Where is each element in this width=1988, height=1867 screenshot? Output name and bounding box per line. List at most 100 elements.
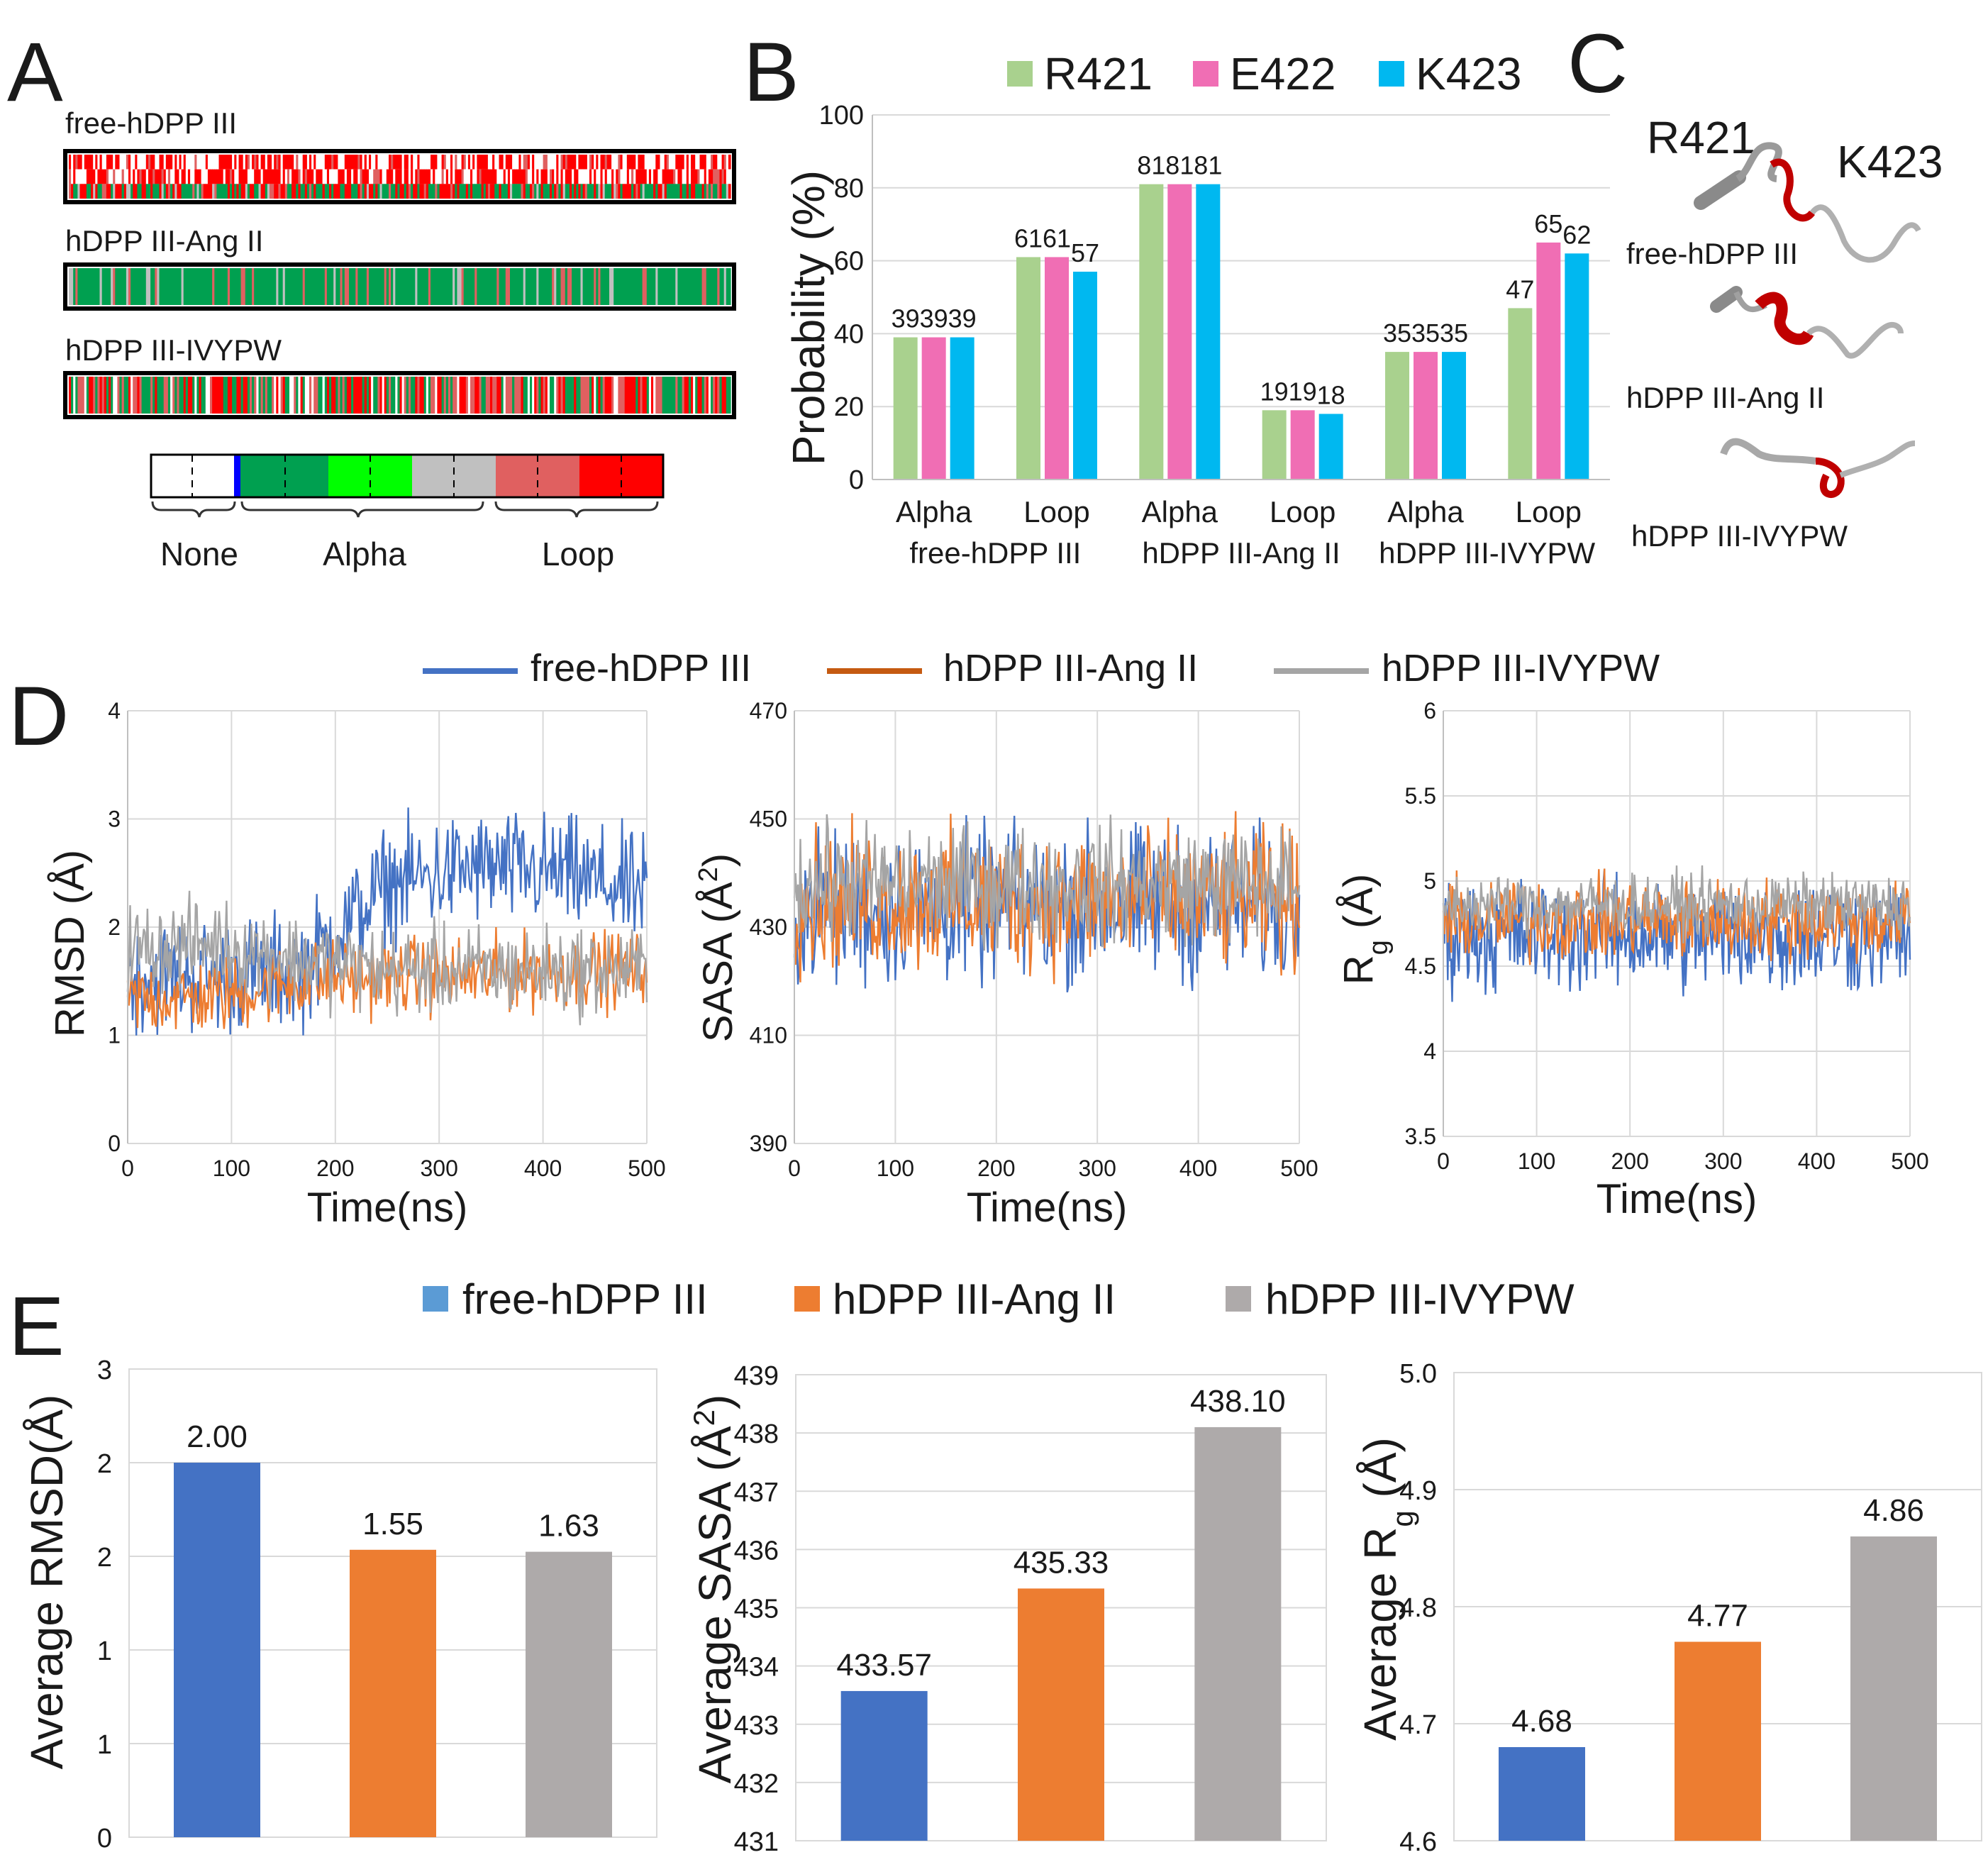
dssp-cell bbox=[157, 169, 160, 184]
dssp-cell bbox=[77, 155, 81, 170]
dssp-cell bbox=[421, 184, 425, 199]
bar-value-label: 57 bbox=[1071, 238, 1099, 267]
dssp-cell bbox=[439, 377, 443, 414]
dssp-cell bbox=[201, 268, 204, 305]
dssp-cell bbox=[170, 184, 173, 199]
dssp-cell bbox=[472, 268, 475, 305]
dssp-cell bbox=[618, 184, 621, 199]
dssp-cell bbox=[333, 184, 336, 199]
dssp-cell bbox=[631, 169, 634, 184]
dssp-cell bbox=[660, 169, 663, 184]
dssp-cell bbox=[205, 184, 209, 199]
dssp-cell bbox=[349, 155, 352, 170]
dssp-cell bbox=[379, 155, 383, 170]
dssp-cell bbox=[115, 377, 118, 414]
dssp-cell bbox=[170, 169, 173, 184]
dssp-cell bbox=[426, 169, 429, 184]
dssp-cell bbox=[657, 169, 661, 184]
dssp-cell bbox=[306, 169, 310, 184]
dssp-cell bbox=[362, 184, 365, 199]
y-tick-label: 100 bbox=[819, 101, 864, 131]
dssp-cell bbox=[671, 184, 674, 199]
panel-letter-a: A bbox=[7, 26, 63, 119]
dssp-cell bbox=[445, 184, 449, 199]
structure-label-ang: hDPP III-Ang II bbox=[1626, 381, 1824, 414]
dssp-cell bbox=[459, 169, 462, 184]
dssp-cell bbox=[578, 268, 582, 305]
dssp-cell bbox=[395, 377, 399, 414]
dssp-cell bbox=[121, 169, 125, 184]
dssp-cell bbox=[205, 377, 209, 414]
dssp-cell bbox=[668, 184, 672, 199]
dssp-cell bbox=[318, 169, 321, 184]
dssp-cell bbox=[487, 169, 491, 184]
d2-ylabel: SASA (Å2) bbox=[694, 853, 741, 1042]
dssp-cell bbox=[433, 155, 435, 170]
dssp-cell bbox=[598, 268, 601, 305]
dssp-cell bbox=[150, 169, 153, 184]
dssp-cell bbox=[556, 155, 560, 170]
dssp-cell bbox=[355, 268, 359, 305]
dssp-cell bbox=[671, 169, 674, 184]
dssp-cell bbox=[141, 377, 145, 414]
bar bbox=[1194, 1426, 1282, 1841]
dssp-cell bbox=[521, 155, 524, 170]
dssp-cell bbox=[530, 377, 533, 414]
dssp-cell bbox=[562, 268, 566, 305]
dssp-cell bbox=[631, 268, 634, 305]
dssp-cell bbox=[254, 268, 257, 305]
dssp-cell bbox=[304, 377, 308, 414]
x-tick-label: 300 bbox=[1704, 1148, 1742, 1174]
dssp-cell bbox=[340, 268, 343, 305]
y-tick-label: 3 bbox=[97, 1356, 112, 1385]
dssp-cell bbox=[282, 155, 286, 170]
dssp-cell bbox=[145, 184, 149, 199]
dssp-cell bbox=[642, 155, 645, 170]
dssp-cell bbox=[340, 184, 343, 199]
y-tick-label: 432 bbox=[734, 1769, 779, 1799]
dssp-cell bbox=[302, 169, 306, 184]
dssp-cell bbox=[342, 184, 345, 199]
dssp-cell bbox=[139, 155, 143, 170]
dssp-cell bbox=[267, 377, 270, 414]
dssp-cell bbox=[443, 184, 447, 199]
dssp-cell bbox=[459, 268, 462, 305]
dssp-cell bbox=[289, 268, 292, 305]
dssp-cell bbox=[576, 268, 579, 305]
dssp-cell bbox=[406, 184, 409, 199]
dssp-cell bbox=[686, 377, 689, 414]
dssp-cell bbox=[121, 155, 125, 170]
dssp-cell bbox=[485, 377, 489, 414]
dssp-cell bbox=[538, 184, 542, 199]
dssp-cell bbox=[174, 184, 178, 199]
dssp-cell bbox=[366, 377, 370, 414]
legend-b-k423: K423 bbox=[1416, 48, 1521, 99]
dssp-cell bbox=[109, 169, 111, 184]
legend-b: R421 E422 K423 bbox=[1007, 48, 1521, 99]
dssp-cell bbox=[457, 268, 460, 305]
dssp-cell bbox=[179, 155, 182, 170]
dssp-cell bbox=[254, 377, 257, 414]
dssp-cell bbox=[384, 377, 387, 414]
dssp-cell bbox=[496, 268, 500, 305]
dssp-cell bbox=[304, 184, 308, 199]
dssp-cell bbox=[194, 155, 198, 170]
bar-value-label: 19 bbox=[1289, 377, 1317, 406]
dssp-cell bbox=[311, 377, 314, 414]
bar-value-label: 433.57 bbox=[836, 1648, 932, 1683]
dssp-cell bbox=[234, 169, 238, 184]
dssp-cell bbox=[95, 169, 99, 184]
dssp-cell bbox=[688, 155, 692, 170]
dssp-cell bbox=[651, 184, 654, 199]
panel-letter-e: E bbox=[9, 1280, 65, 1373]
dssp-cell bbox=[260, 169, 264, 184]
dssp-cell bbox=[216, 377, 220, 414]
dssp-cell bbox=[369, 377, 372, 414]
dssp-cell bbox=[423, 155, 427, 170]
dssp-cell bbox=[238, 169, 242, 184]
dssp-cell bbox=[620, 377, 623, 414]
dssp-cell bbox=[642, 169, 645, 184]
dssp-cell bbox=[106, 184, 109, 199]
dssp-cell bbox=[382, 184, 385, 199]
x-tick-label: 100 bbox=[213, 1156, 250, 1181]
